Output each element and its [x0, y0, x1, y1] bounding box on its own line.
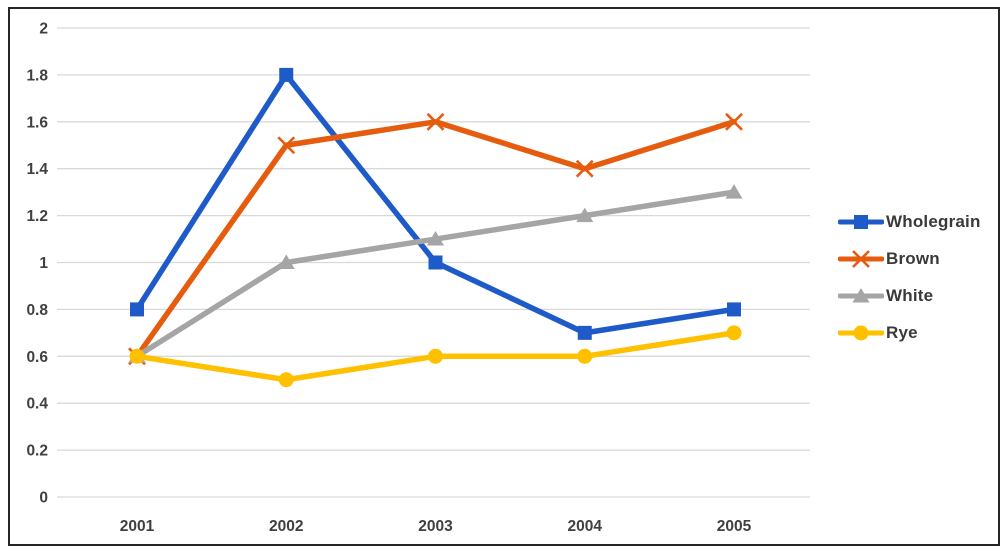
x-marker-icon [277, 136, 296, 155]
x-tick-label: 2005 [717, 518, 752, 535]
y-tick-label: 0.4 [26, 396, 48, 413]
x-marker-icon [426, 112, 445, 131]
x-tick-label: 2004 [568, 518, 603, 535]
chart-border-frame [8, 7, 1000, 546]
legend-marker-white-icon [838, 287, 884, 302]
legend-item-brown: Brown [838, 240, 981, 277]
y-tick-label: 2 [39, 21, 48, 38]
y-tick-label: 1.4 [26, 161, 48, 178]
triangle-marker-icon [576, 207, 594, 223]
x-marker-icon [575, 159, 594, 178]
legend-marker-brown-icon [838, 249, 884, 268]
triangle-marker-icon [277, 254, 295, 269]
series-line [134, 189, 737, 360]
x-tick-label: 2002 [269, 518, 303, 535]
y-tick-label: 0.2 [26, 443, 48, 460]
y-tick-label: 0 [39, 490, 48, 507]
triangle-marker-icon [852, 287, 870, 302]
legend-label-white: White [886, 285, 934, 305]
triangle-marker-icon [725, 184, 743, 199]
square-marker-icon [428, 255, 443, 270]
y-tick-label: 1.6 [26, 114, 48, 131]
circle-marker-icon [726, 325, 742, 341]
y-tick-label: 0.6 [26, 349, 48, 366]
series-white [128, 184, 743, 363]
x-marker-icon [725, 112, 743, 131]
legend-marker-rye-icon [838, 325, 884, 340]
series-wholegrain [130, 67, 741, 340]
chart-legend: Wholegrain Brown White Rye [838, 203, 981, 351]
legend-item-white: White [838, 277, 981, 314]
x-tick-label: 2003 [418, 518, 453, 535]
legend-item-rye: Rye [838, 314, 981, 351]
legend-label-rye: Rye [886, 322, 918, 342]
legend-label-wholegrain: Wholegrain [886, 211, 981, 231]
circle-marker-icon [577, 348, 593, 364]
circle-marker-icon [853, 325, 869, 340]
circle-marker-icon [129, 348, 145, 364]
triangle-marker-icon [427, 231, 444, 246]
x-tick-label: 2001 [120, 518, 155, 535]
circle-marker-icon [278, 372, 294, 388]
square-marker-icon [130, 302, 144, 317]
legend-marker-wholegrain-icon [838, 214, 884, 229]
y-tick-label: 1.2 [26, 208, 48, 225]
square-marker-icon [854, 214, 868, 229]
square-marker-icon [279, 67, 294, 82]
legend-label-brown: Brown [886, 248, 940, 268]
square-marker-icon [577, 325, 592, 340]
square-marker-icon [727, 302, 741, 317]
legend-item-wholegrain: Wholegrain [838, 203, 981, 240]
y-tick-label: 1 [39, 255, 48, 272]
x-marker-icon [852, 249, 870, 268]
series-rye [129, 325, 742, 388]
circle-marker-icon [428, 348, 443, 364]
y-tick-label: 1.8 [26, 67, 48, 84]
y-tick-label: 0.8 [26, 302, 48, 319]
